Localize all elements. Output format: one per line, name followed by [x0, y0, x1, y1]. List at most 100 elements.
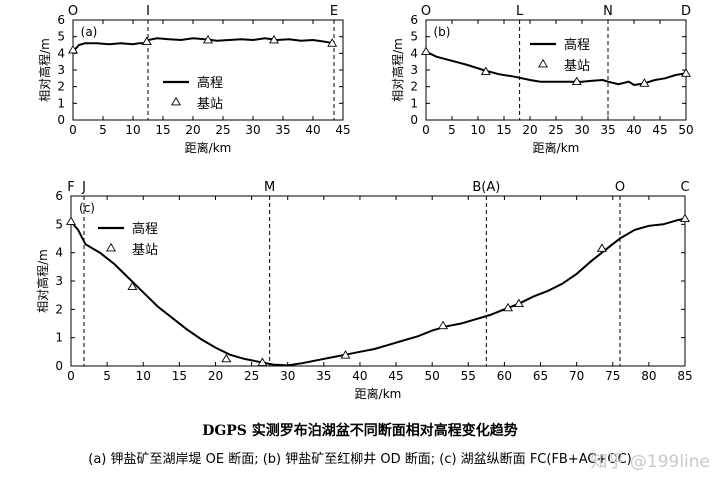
chart-figure: 0 5 10 15 20 25 30 35 40 450123456距离/km相对高程/m(a)O…: [35, 4, 694, 401]
panel-1-xtick-label: 30: [245, 123, 260, 137]
panel-2-xtick-label: 25: [548, 123, 563, 137]
panel-3-section-label-m: M: [264, 180, 275, 195]
panel-1-xtick-label: 5: [99, 123, 107, 137]
panel-1-xtick-label: 10: [125, 123, 140, 137]
panel-3-ytick-label: 1: [55, 331, 63, 345]
panel-3-xtick-label: 40: [352, 369, 367, 383]
panel-3-xtick-label: 5: [103, 369, 111, 383]
panel-3-xlabel: 距离/km: [355, 386, 402, 401]
panel-2-xtick-label: 40: [626, 123, 641, 137]
panel-1-ylabel: 相对高程/m: [37, 38, 52, 102]
panel-1-xtick-label: 35: [275, 123, 290, 137]
panel-2-station-marker: [480, 66, 491, 76]
panel-2-xtick-label: 45: [652, 123, 667, 137]
panel-2-ytick-label: 2: [410, 80, 418, 94]
panel-3-station-marker: [340, 350, 351, 359]
panel-1-ytick-label: 4: [57, 46, 65, 60]
panel-3-xtick-label: 0: [67, 369, 75, 383]
panel-3-ytick-label: 0: [55, 359, 63, 373]
panel-3-xtick-label: 65: [533, 369, 548, 383]
panel-2-frame: [425, 19, 687, 121]
panel-2-station-marker: [571, 76, 582, 86]
panel-1-ytick-label: 1: [57, 96, 65, 110]
panel-3-section-label-ba: B(A): [472, 180, 500, 195]
panel-2-elevation-line: [425, 50, 687, 87]
panel-3-station-marker: [680, 213, 690, 223]
panel-2-legend-triangle-swatch: [538, 58, 548, 68]
panel-1-panel-label: (a): [81, 25, 98, 39]
panel-2-section-label-d: D: [681, 4, 691, 19]
panel-3-xtick-label: 75: [605, 369, 620, 383]
panel-3-station-marker: [596, 243, 607, 252]
panel-2-legend-label-elevation: 高程: [564, 37, 590, 53]
panel-1-ytick-label: 6: [57, 13, 65, 27]
panel-3-ytick-label: 2: [55, 302, 63, 316]
panel-2-xtick-label: 35: [600, 123, 615, 137]
panel-1-station-marker: [269, 34, 279, 44]
panel-2-ytick-label: 5: [410, 30, 418, 44]
panel-3-station-marker: [221, 353, 232, 363]
caption-subtitle: (a) 钾盐矿至湖岸堤 OE 断面; (b) 钾盐矿至红柳井 OD 断面; (c…: [88, 452, 632, 467]
panel-2-xtick-label: 10: [470, 123, 485, 137]
panel-2-ylabel: 相对高程/m: [390, 38, 405, 102]
panel-3-xtick-label: 60: [497, 369, 512, 383]
panel-2-section-label-o: O: [421, 4, 431, 19]
panel-1-xtick-label: 15: [155, 123, 170, 137]
panel-3-elevation-line: [70, 217, 686, 367]
panel-3-xtick-label: 50: [425, 369, 440, 383]
panel-1-station-marker: [141, 36, 152, 46]
panel-1-section-label-i: I: [146, 4, 150, 19]
panel-3-section-label-o: O: [615, 180, 625, 195]
panel-2-panel-label: (b): [434, 25, 451, 39]
panel-1-section-label-o: O: [68, 4, 78, 19]
panel-1-station-marker: [203, 34, 213, 44]
panel-1-elevation-line: [72, 37, 335, 53]
panel-1-xtick-label: 20: [185, 123, 200, 137]
panel-1-xlabel: 距离/km: [185, 140, 232, 155]
watermark: 知乎 @199line: [590, 452, 710, 472]
panel-3-xtick-label: 80: [641, 369, 656, 383]
panel-1-legend-label-station: 基站: [197, 97, 223, 112]
panel-3-legend-label-elevation: 高程: [132, 221, 158, 237]
panel-2-xlabel: 距离/km: [533, 140, 580, 155]
panel-3-section-label-f: F: [67, 180, 74, 195]
panel-2-section-label-l: L: [516, 4, 524, 19]
panel-2-xtick-label: 30: [574, 123, 589, 137]
panel-3-station-marker: [257, 357, 268, 366]
panel-1-ytick-label: 0: [57, 113, 65, 127]
panel-1-section-label-e: E: [330, 4, 338, 19]
panel-2-station-marker: [639, 78, 650, 87]
panel-3-frame: [70, 195, 686, 367]
panel-3-station-marker: [513, 298, 524, 308]
panel-2-station-marker: [421, 46, 431, 56]
panel-3-xtick-label: 45: [388, 369, 403, 383]
panel-3-ytick-label: 3: [55, 274, 63, 288]
panel-3-ytick-label: 5: [55, 217, 63, 231]
panel-2-xtick-label: 50: [678, 123, 693, 137]
panel-2-ytick-label: 4: [410, 46, 418, 60]
panel-3-xtick-label: 15: [172, 369, 187, 383]
panel-2-xtick-label: 15: [496, 123, 511, 137]
panel-3-ytick-label: 6: [55, 189, 63, 203]
panel-3-panel-label: (c): [79, 201, 95, 215]
panel-1-xtick-label: 45: [335, 123, 350, 137]
panel-2-legend-label-station: 基站: [564, 59, 590, 74]
panel-1-ytick-label: 3: [57, 63, 65, 77]
panel-2-ytick-label: 6: [410, 13, 418, 27]
panel-1-xtick-label: 40: [305, 123, 320, 137]
panel-3-station-marker: [503, 302, 514, 312]
panel-3-station-marker: [66, 216, 76, 225]
panel-3-ylabel: 相对高程/m: [35, 249, 50, 313]
panel-3-ytick-label: 4: [55, 246, 63, 260]
panel-3-xtick-label: 35: [316, 369, 331, 383]
panel-3-section-label-j: J: [81, 180, 86, 195]
panel-3-xtick-label: 70: [569, 369, 584, 383]
panel-2-section-label-n: N: [603, 4, 613, 19]
panel-3-station-marker: [438, 320, 448, 330]
panel-3-xtick-label: 20: [208, 369, 223, 383]
caption-title: DGPS 实测罗布泊湖盆不同断面相对高程变化趋势: [202, 423, 518, 439]
panel-3-xtick-label: 30: [280, 369, 295, 383]
panel-1-legend-label-elevation: 高程: [197, 75, 223, 91]
panel-1-xtick-label: 25: [215, 123, 230, 137]
